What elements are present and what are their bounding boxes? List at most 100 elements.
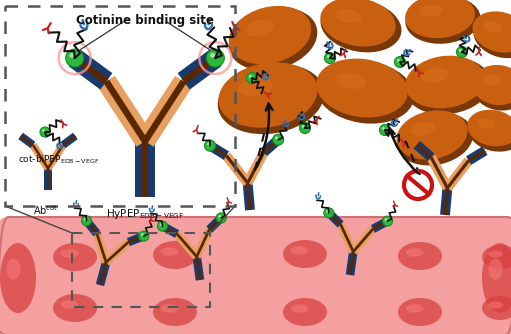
Ellipse shape [405, 56, 485, 108]
Polygon shape [468, 149, 486, 162]
Polygon shape [44, 168, 52, 190]
Polygon shape [206, 215, 224, 232]
Circle shape [275, 137, 278, 140]
Circle shape [299, 123, 311, 134]
Polygon shape [207, 141, 229, 160]
Circle shape [66, 49, 84, 67]
Circle shape [382, 127, 385, 130]
Polygon shape [32, 144, 49, 169]
Polygon shape [193, 256, 204, 281]
Ellipse shape [218, 64, 324, 134]
Polygon shape [209, 144, 227, 157]
Polygon shape [440, 187, 452, 215]
Ellipse shape [482, 245, 511, 269]
Polygon shape [444, 188, 449, 215]
Ellipse shape [283, 240, 327, 268]
Polygon shape [83, 218, 100, 236]
Polygon shape [105, 241, 129, 263]
Polygon shape [246, 152, 265, 184]
Bar [5, 6, 235, 206]
Polygon shape [103, 239, 131, 266]
Circle shape [459, 49, 462, 52]
Polygon shape [246, 183, 251, 210]
Polygon shape [142, 141, 148, 197]
Ellipse shape [482, 296, 511, 320]
Ellipse shape [489, 250, 503, 258]
Text: HyPEP$_{\rm EDB-VEGF}$: HyPEP$_{\rm EDB-VEGF}$ [106, 207, 184, 221]
Circle shape [207, 143, 210, 146]
Circle shape [246, 72, 258, 84]
Polygon shape [104, 79, 148, 143]
Circle shape [273, 134, 284, 145]
Ellipse shape [468, 112, 511, 152]
Polygon shape [162, 225, 178, 235]
Polygon shape [73, 55, 108, 84]
Ellipse shape [467, 110, 511, 146]
Polygon shape [127, 232, 145, 246]
Circle shape [204, 140, 216, 151]
Ellipse shape [61, 249, 78, 258]
Polygon shape [128, 235, 144, 243]
Ellipse shape [398, 242, 442, 270]
Polygon shape [93, 232, 110, 264]
FancyBboxPatch shape [0, 217, 511, 334]
Circle shape [84, 218, 86, 221]
Polygon shape [352, 228, 374, 253]
Ellipse shape [406, 304, 423, 313]
Circle shape [159, 223, 162, 226]
Polygon shape [62, 135, 76, 146]
Polygon shape [427, 155, 452, 190]
Polygon shape [326, 210, 343, 227]
Ellipse shape [411, 122, 435, 136]
Polygon shape [371, 217, 389, 233]
Polygon shape [176, 233, 198, 258]
Ellipse shape [53, 294, 97, 322]
Ellipse shape [238, 78, 273, 96]
Circle shape [139, 231, 149, 241]
Ellipse shape [218, 62, 317, 128]
Polygon shape [98, 76, 153, 147]
Circle shape [40, 127, 50, 137]
Polygon shape [466, 146, 487, 165]
Ellipse shape [316, 60, 414, 124]
Text: Ab$^{\rm cot}$: Ab$^{\rm cot}$ [33, 203, 59, 217]
Ellipse shape [421, 68, 449, 83]
Ellipse shape [482, 243, 511, 313]
Circle shape [380, 125, 390, 136]
Circle shape [42, 129, 45, 132]
Polygon shape [68, 50, 112, 90]
Circle shape [141, 233, 144, 236]
Ellipse shape [397, 110, 468, 160]
Ellipse shape [405, 0, 480, 44]
Ellipse shape [291, 246, 308, 255]
Ellipse shape [0, 243, 36, 313]
Circle shape [385, 218, 387, 221]
Polygon shape [47, 144, 64, 169]
Polygon shape [339, 224, 355, 252]
Ellipse shape [477, 118, 496, 129]
Polygon shape [350, 226, 376, 255]
Ellipse shape [6, 259, 21, 280]
Polygon shape [99, 262, 107, 285]
Circle shape [302, 125, 305, 128]
Polygon shape [18, 133, 35, 148]
Ellipse shape [160, 304, 178, 313]
Polygon shape [193, 228, 213, 259]
Ellipse shape [320, 0, 396, 46]
Circle shape [218, 215, 221, 218]
Ellipse shape [489, 259, 503, 280]
Ellipse shape [472, 65, 511, 105]
Polygon shape [61, 133, 78, 148]
Polygon shape [413, 141, 434, 161]
Polygon shape [416, 144, 432, 159]
Ellipse shape [320, 0, 402, 52]
Polygon shape [349, 252, 355, 275]
Polygon shape [261, 136, 282, 156]
Circle shape [327, 55, 330, 58]
Ellipse shape [405, 58, 491, 114]
Ellipse shape [473, 11, 511, 53]
Polygon shape [346, 251, 358, 276]
Circle shape [394, 56, 406, 67]
Circle shape [249, 75, 252, 78]
Circle shape [456, 46, 468, 57]
